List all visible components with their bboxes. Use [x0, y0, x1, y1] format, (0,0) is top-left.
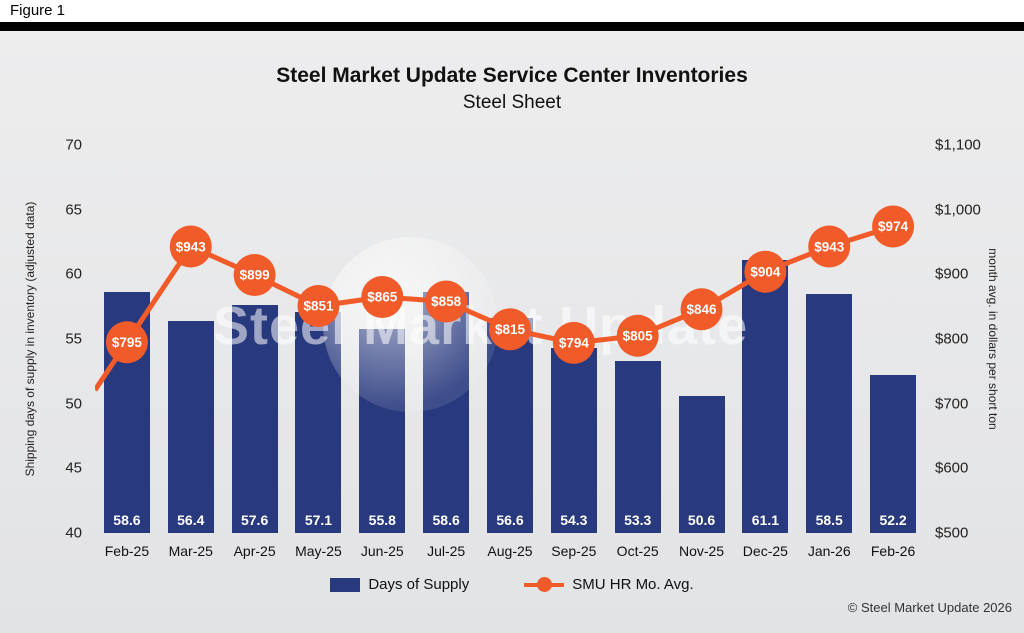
legend-item-days-of-supply: Days of Supply	[330, 576, 469, 593]
x-axis-label: Aug-25	[487, 543, 533, 559]
right-axis-tick: $1,000	[935, 201, 981, 219]
line-marker-label: $794	[559, 336, 590, 351]
x-axis-label: Feb-25	[104, 543, 150, 559]
bar-value-label: 57.6	[240, 511, 269, 528]
left-axis-tick: 70	[65, 136, 82, 154]
x-axis-label: Feb-26	[870, 543, 916, 559]
bar-days-of-supply: 61.1	[742, 260, 789, 533]
legend-line-label: SMU HR Mo. Avg.	[572, 576, 694, 593]
bar-value-label: 54.3	[560, 511, 588, 528]
bar-value-label: 53.3	[624, 511, 652, 528]
bar-value-label: 52.2	[879, 511, 907, 528]
line-marker	[552, 321, 595, 364]
legend: Days of Supply SMU HR Mo. Avg.	[0, 576, 1024, 593]
x-axis-label: Jan-26	[807, 543, 851, 559]
bar-value-label: 58.5	[815, 511, 843, 528]
line-marker	[169, 225, 212, 268]
bar-days-of-supply: 50.6	[678, 395, 725, 533]
line-marker	[680, 288, 723, 331]
x-axis-label: Apr-25	[233, 543, 276, 559]
line-marker-label: $795	[112, 335, 143, 350]
x-axis-label: Mar-25	[168, 543, 213, 559]
x-axis-label: Jul-25	[427, 543, 466, 559]
x-axis-label: Oct-25	[616, 543, 659, 559]
chart-subtitle: Steel Sheet	[462, 92, 562, 113]
bar-value-label: 56.4	[177, 511, 205, 528]
bar-value-label: 56.6	[496, 511, 524, 528]
line-marker-label: $865	[367, 290, 398, 305]
x-axis-label: Jun-25	[360, 543, 404, 559]
bar-days-of-supply: 58.5	[806, 293, 853, 533]
x-axis-label: May-25	[295, 543, 342, 559]
legend-line-marker	[537, 577, 553, 592]
left-axis-tick: 40	[65, 524, 82, 542]
plot-area: 58.6 56.4 57.6 57.1 55.8 58.6 56.6 54.3 53.3 50.6…	[95, 145, 925, 533]
left-axis-tick: 45	[65, 459, 82, 477]
right-axis-tick: $500	[935, 524, 969, 542]
x-axis-label: Dec-25	[742, 543, 788, 559]
line-marker-label: $851	[303, 299, 334, 314]
right-axis-tick: $800	[935, 330, 969, 348]
line-marker	[489, 308, 531, 351]
line-marker	[744, 250, 787, 293]
bar-value-label: 55.8	[368, 511, 396, 528]
copyright: © Steel Market Update 2026	[847, 600, 1012, 615]
line-marker-label: $943	[176, 239, 207, 254]
bar-days-of-supply: 56.4	[167, 320, 214, 533]
price-line	[95, 224, 894, 392]
legend-bar-label: Days of Supply	[368, 576, 470, 593]
header-rule	[0, 22, 1024, 31]
line-marker-label: $974	[878, 219, 909, 234]
right-axis-tick: $900	[935, 265, 969, 283]
bar-value-label: 61.1	[751, 511, 779, 528]
line-marker-label: $943	[814, 239, 845, 254]
figure-label: Figure 1	[10, 2, 66, 19]
line-marker	[872, 205, 915, 248]
left-axis-tick: 65	[65, 201, 82, 219]
bar-value-label: 58.6	[113, 511, 141, 528]
bar-value-label: 50.6	[687, 511, 716, 528]
right-axis-tick: $700	[935, 395, 969, 413]
bar-days-of-supply: 53.3	[614, 360, 661, 533]
bar-days-of-supply: 52.2	[870, 375, 917, 533]
bar-value-label: 58.6	[432, 511, 460, 528]
x-axis-label: Nov-25	[678, 543, 725, 559]
line-marker	[233, 253, 276, 296]
legend-line-swatch	[524, 577, 565, 592]
right-axis-tick: $600	[935, 459, 969, 477]
left-axis-tick: 50	[65, 395, 82, 413]
bar-days-of-supply: 54.3	[550, 348, 597, 533]
legend-item-smu-hr-avg: SMU HR Mo. Avg.	[524, 576, 694, 593]
line-marker-label: $846	[687, 302, 718, 317]
bar-value-label: 57.1	[304, 511, 333, 528]
legend-bar-swatch	[330, 577, 361, 592]
line-marker	[808, 225, 851, 268]
line-marker	[616, 314, 659, 357]
line-marker-label: $815	[495, 322, 526, 337]
line-marker-label: $904	[750, 264, 781, 279]
line-marker-label: $899	[240, 268, 270, 283]
line-marker	[105, 321, 148, 364]
left-axis-tick: 60	[65, 265, 82, 283]
bar-days-of-supply: 57.6	[231, 305, 278, 533]
x-axis-label: Sep-25	[551, 543, 597, 559]
right-axis-tick: $1,100	[935, 136, 981, 154]
line-marker-label: $805	[623, 328, 654, 343]
line-series-svg: $795 $943 $899 $851 $865 $858 $815 $794 $805 $846…	[95, 205, 915, 392]
line-marker-label: $858	[431, 294, 462, 309]
chart-title: Steel Market Update Service Center Inven…	[276, 64, 748, 87]
left-axis-tick: 55	[65, 330, 82, 348]
